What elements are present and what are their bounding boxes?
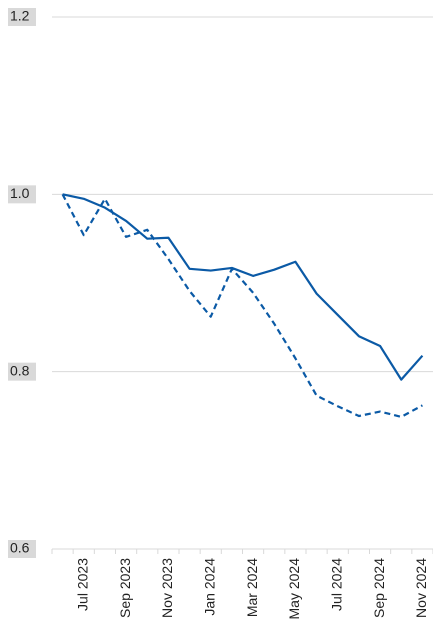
x-tick-label: Nov 2024 xyxy=(413,558,429,618)
x-tick-label: Jul 2024 xyxy=(328,558,344,611)
x-tick-label: Mar 2024 xyxy=(244,558,260,617)
x-tick-label: Sep 2024 xyxy=(371,558,387,618)
y-tick-label-bg xyxy=(8,185,36,204)
y-tick-label-bg xyxy=(8,8,36,26)
y-tick-label: 1.0 xyxy=(10,185,30,201)
y-tick-label-bg xyxy=(8,362,36,381)
line-series xyxy=(62,193,424,381)
y-tick-label: 0.6 xyxy=(10,540,30,556)
x-tick-label: May 2024 xyxy=(286,558,302,620)
x-tick-label: Jul 2023 xyxy=(74,558,90,611)
y-tick-label: 0.8 xyxy=(10,362,30,378)
x-tick-label: Nov 2023 xyxy=(159,558,175,618)
line-series xyxy=(61,193,423,418)
x-tick-label: Sep 2023 xyxy=(117,558,133,618)
y-tick-label: 1.2 xyxy=(10,8,30,24)
x-tick-label: Jan 2024 xyxy=(201,558,217,616)
y-tick-label-bg xyxy=(8,540,36,558)
